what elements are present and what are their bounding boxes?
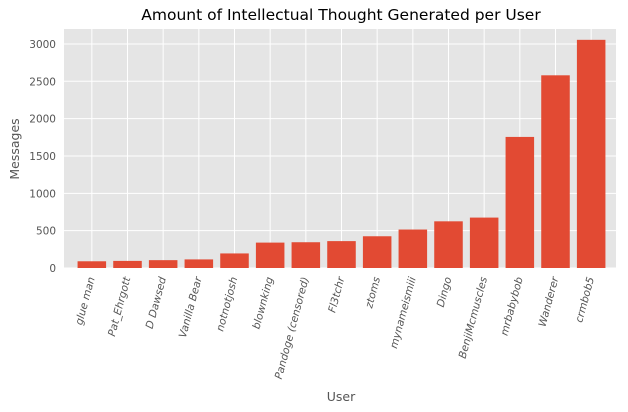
- x-tick-label: Wanderer: [537, 275, 562, 328]
- bar-ztoms: [362, 236, 392, 268]
- x-tick-label: BenjiMcmuscles: [457, 275, 490, 360]
- y-tick-label: 1500: [29, 151, 56, 163]
- x-tick-label: mrbabybob: [499, 275, 526, 337]
- bar-dingo: [434, 221, 463, 268]
- bar-d-dawsed: [148, 260, 178, 268]
- bar-pandoge-censored: [291, 242, 321, 268]
- x-tick-label: glue man: [73, 276, 97, 327]
- x-tick-label: blownking: [251, 275, 277, 330]
- x-tick-label: Vanilla Bear: [177, 275, 205, 339]
- y-tick-label: 2000: [29, 114, 56, 126]
- x-axis-ticks: glue man Pat_Ehrgott D Dawsed Vanilla Bear n…: [73, 275, 597, 381]
- bar-mynameismiii: [398, 229, 428, 268]
- bar-notnotjosh: [220, 253, 249, 268]
- bar-glue-man: [77, 261, 107, 268]
- y-tick-label: 0: [49, 263, 56, 275]
- bar-wanderer: [541, 75, 570, 269]
- bars: [77, 39, 606, 269]
- x-tick-label: ztoms: [363, 275, 383, 310]
- x-tick-label: D Dawsed: [144, 275, 169, 330]
- y-tick-label: 3000: [29, 39, 56, 51]
- x-tick-label: Dingo: [435, 276, 455, 309]
- x-axis-label: User: [327, 389, 356, 404]
- x-tick-label: Pat_Ehrgott: [106, 275, 134, 338]
- bar-crmbob5: [576, 39, 606, 269]
- x-tick-label: mynameismiii: [388, 276, 419, 350]
- bar-benjimcmuscles: [469, 217, 499, 268]
- y-axis-label: Messages: [7, 118, 22, 179]
- x-tick-label: Fl3tchr: [326, 275, 347, 314]
- bar-blownking: [255, 242, 285, 268]
- chart-title: Amount of Intellectual Thought Generated…: [141, 6, 541, 24]
- bar-fl3tchr: [327, 241, 356, 268]
- y-tick-label: 2500: [29, 76, 56, 88]
- bar-mrbabybob: [505, 136, 535, 268]
- bar-vanilla-bear: [184, 259, 214, 268]
- y-tick-label: 500: [36, 226, 56, 238]
- y-tick-label: 1000: [29, 188, 56, 200]
- bar-pat-ehrgott: [113, 260, 142, 268]
- x-tick-label: crmbob5: [573, 275, 597, 324]
- x-tick-label: notnotjosh: [214, 276, 240, 333]
- x-tick-label: Pandoge (censored): [273, 276, 312, 381]
- y-axis-ticks: 0 500 1000 1500 2000 2500 3000: [29, 39, 56, 275]
